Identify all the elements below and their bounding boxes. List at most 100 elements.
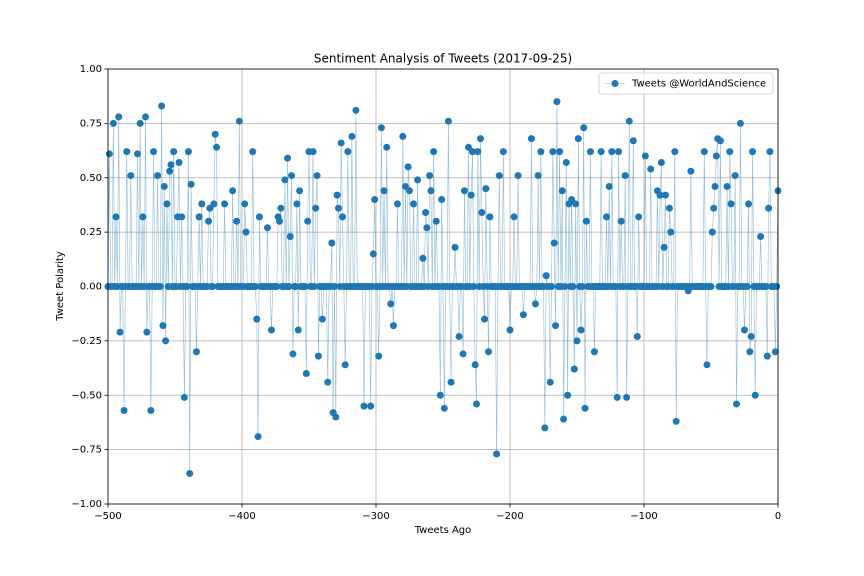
data-point	[558, 187, 566, 195]
data-point	[470, 283, 478, 290]
data-point	[404, 163, 412, 171]
data-point	[617, 217, 625, 225]
data-point	[255, 213, 263, 221]
data-point	[534, 172, 542, 180]
data-point	[447, 378, 455, 386]
data-point	[154, 172, 162, 180]
data-point	[296, 187, 304, 195]
data-point	[183, 283, 191, 290]
data-point	[286, 232, 294, 240]
data-point	[276, 217, 284, 225]
data-point	[293, 200, 301, 208]
data-point	[332, 413, 340, 421]
data-point	[553, 98, 561, 106]
data-point	[309, 148, 317, 156]
data-point	[455, 333, 463, 341]
data-point	[430, 148, 438, 156]
data-point	[436, 391, 444, 399]
data-point	[195, 213, 203, 221]
data-point	[460, 187, 468, 195]
data-point	[387, 300, 395, 308]
data-point	[277, 204, 285, 212]
data-point	[399, 132, 407, 140]
data-point	[253, 315, 261, 323]
y-tick-label: −0.50	[71, 390, 102, 401]
data-point	[564, 391, 572, 399]
data-point	[590, 348, 598, 356]
chart-title: Sentiment Analysis of Tweets (2017-09-25…	[314, 52, 572, 66]
data-point	[281, 176, 289, 184]
data-point	[473, 400, 480, 408]
data-point	[123, 148, 131, 156]
data-point	[703, 361, 711, 369]
data-point	[383, 143, 391, 151]
data-point	[499, 148, 507, 156]
data-point	[167, 161, 175, 169]
data-point	[552, 322, 560, 330]
data-point	[580, 124, 588, 132]
data-point	[242, 228, 250, 236]
data-point	[369, 250, 377, 258]
data-point	[716, 137, 724, 145]
x-tick-label: −300	[362, 511, 389, 522]
data-point	[578, 283, 586, 290]
data-point	[613, 393, 621, 401]
data-point	[160, 182, 168, 190]
data-point	[414, 176, 422, 184]
data-point	[304, 217, 312, 225]
data-point	[763, 352, 771, 360]
data-point	[313, 172, 321, 180]
data-point	[687, 167, 695, 175]
data-point	[162, 337, 170, 345]
data-point	[629, 137, 637, 145]
data-point	[657, 159, 665, 167]
data-point	[485, 348, 493, 356]
data-point	[477, 135, 485, 143]
data-point	[548, 283, 556, 290]
data-point	[254, 433, 262, 441]
data-point	[221, 200, 229, 208]
data-point	[105, 150, 113, 158]
data-point	[334, 204, 342, 212]
data-point	[478, 209, 486, 217]
data-point	[229, 187, 237, 195]
data-point	[312, 204, 320, 212]
data-point	[726, 148, 734, 156]
data-point	[700, 148, 708, 156]
data-point	[495, 172, 503, 180]
data-point	[623, 393, 631, 401]
data-point	[241, 200, 249, 208]
data-point	[438, 196, 446, 203]
data-point	[292, 283, 300, 290]
data-point	[572, 200, 580, 208]
data-point	[318, 315, 326, 323]
data-point	[556, 148, 564, 156]
y-tick-label: 1.00	[80, 64, 102, 75]
data-point	[440, 404, 448, 412]
data-point	[749, 148, 757, 156]
data-point	[211, 130, 219, 138]
data-point	[561, 283, 569, 290]
data-point	[360, 402, 368, 410]
data-point	[133, 150, 141, 158]
data-point	[422, 209, 430, 217]
y-tick-label: −1.00	[71, 499, 102, 510]
data-point	[209, 283, 217, 290]
data-point	[116, 328, 124, 336]
data-point	[581, 404, 589, 412]
data-point	[710, 204, 718, 212]
data-point	[582, 217, 590, 225]
data-point	[743, 283, 751, 290]
data-point	[711, 182, 719, 190]
legend-box	[598, 72, 774, 95]
data-point	[205, 217, 212, 225]
data-point	[514, 172, 522, 180]
data-point	[267, 326, 275, 334]
data-point	[213, 143, 221, 151]
data-point	[727, 200, 735, 208]
data-point	[723, 182, 731, 190]
data-point	[459, 350, 467, 358]
data-point	[251, 283, 259, 290]
data-point	[762, 283, 770, 290]
data-point	[235, 117, 243, 125]
